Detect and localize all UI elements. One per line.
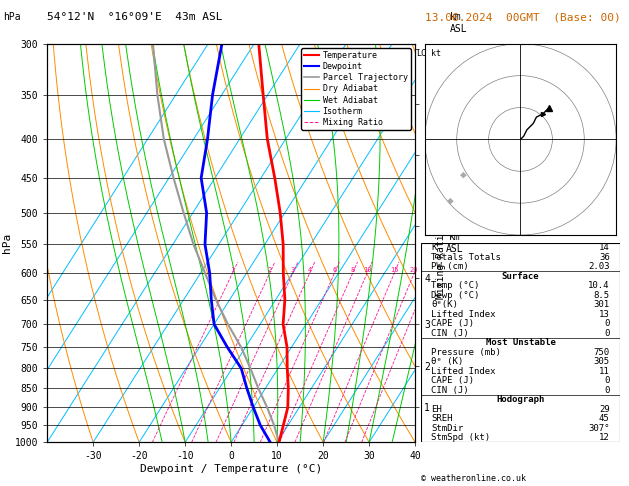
Text: Dewp (°C): Dewp (°C) (431, 291, 480, 300)
Text: Surface: Surface (502, 272, 539, 281)
Text: CIN (J): CIN (J) (431, 329, 469, 338)
Text: 3: 3 (291, 267, 295, 273)
Text: 14: 14 (599, 243, 610, 252)
Text: 0: 0 (604, 329, 610, 338)
Text: ◆: ◆ (460, 170, 467, 180)
Text: Temp (°C): Temp (°C) (431, 281, 480, 290)
Text: 4: 4 (308, 267, 312, 273)
Text: 20: 20 (410, 267, 418, 273)
Text: 0: 0 (604, 319, 610, 328)
Text: Hodograph: Hodograph (496, 395, 545, 404)
Text: CIN (J): CIN (J) (431, 385, 469, 395)
Text: StmDir: StmDir (431, 423, 464, 433)
Text: 1: 1 (230, 267, 235, 273)
Text: 0: 0 (604, 376, 610, 385)
Text: hPa: hPa (3, 12, 21, 22)
Text: 305: 305 (594, 357, 610, 366)
Text: Pressure (mb): Pressure (mb) (431, 347, 501, 357)
Text: 13: 13 (599, 310, 610, 319)
Text: Totals Totals: Totals Totals (431, 253, 501, 262)
Text: Lifted Index: Lifted Index (431, 366, 496, 376)
Text: 36: 36 (599, 253, 610, 262)
Text: θᵉ (K): θᵉ (K) (431, 357, 464, 366)
Text: 11: 11 (599, 366, 610, 376)
Legend: Temperature, Dewpoint, Parcel Trajectory, Dry Adiabat, Wet Adiabat, Isotherm, Mi: Temperature, Dewpoint, Parcel Trajectory… (301, 48, 411, 130)
Text: 10.4: 10.4 (588, 281, 610, 290)
Text: 2: 2 (267, 267, 272, 273)
Text: StmSpd (kt): StmSpd (kt) (431, 433, 491, 442)
Text: kt: kt (431, 50, 441, 58)
Text: Mixing Ratio (g/kg): Mixing Ratio (g/kg) (436, 187, 446, 299)
X-axis label: Dewpoint / Temperature (°C): Dewpoint / Temperature (°C) (140, 464, 322, 474)
Text: 13.06.2024  00GMT  (Base: 00): 13.06.2024 00GMT (Base: 00) (425, 12, 620, 22)
Text: CAPE (J): CAPE (J) (431, 376, 474, 385)
Text: 8: 8 (350, 267, 355, 273)
Text: Lifted Index: Lifted Index (431, 310, 496, 319)
Text: 10: 10 (363, 267, 371, 273)
Text: SREH: SREH (431, 414, 453, 423)
Text: 301: 301 (594, 300, 610, 309)
Text: 6: 6 (332, 267, 337, 273)
Y-axis label: km
ASL: km ASL (446, 232, 464, 254)
Text: LCL: LCL (416, 49, 431, 58)
Y-axis label: hPa: hPa (2, 233, 12, 253)
Text: 8.5: 8.5 (594, 291, 610, 300)
Text: θᵉ(K): θᵉ(K) (431, 300, 458, 309)
Text: 307°: 307° (588, 423, 610, 433)
Text: PW (cm): PW (cm) (431, 262, 469, 271)
Text: 750: 750 (594, 347, 610, 357)
Text: 29: 29 (599, 404, 610, 414)
Text: 0: 0 (604, 385, 610, 395)
Text: CAPE (J): CAPE (J) (431, 319, 474, 328)
Text: 12: 12 (599, 433, 610, 442)
Text: Most Unstable: Most Unstable (486, 338, 555, 347)
Text: K: K (431, 243, 437, 252)
Text: 15: 15 (390, 267, 399, 273)
Text: © weatheronline.co.uk: © weatheronline.co.uk (421, 474, 526, 483)
Text: km
ASL: km ASL (450, 12, 467, 34)
Text: 45: 45 (599, 414, 610, 423)
Text: 54°12'N  °16°09'E  43m ASL: 54°12'N °16°09'E 43m ASL (47, 12, 223, 22)
Text: 2.03: 2.03 (588, 262, 610, 271)
Text: ◆: ◆ (447, 195, 454, 205)
Text: EH: EH (431, 404, 442, 414)
